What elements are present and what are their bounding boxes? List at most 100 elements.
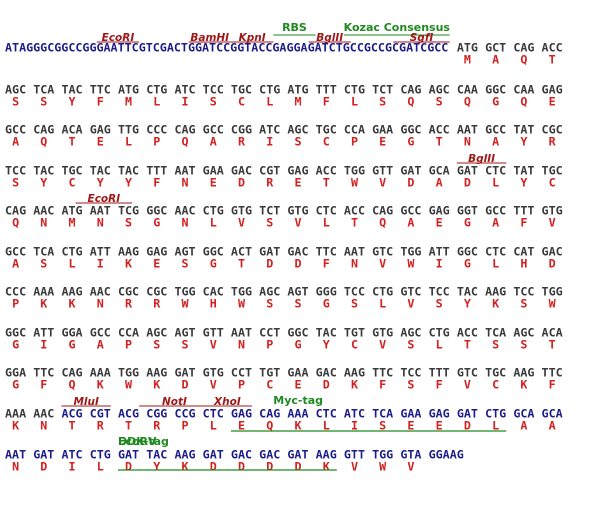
codon: CTC	[316, 407, 337, 421]
codon: ACG	[61, 407, 82, 421]
amino-acid: V	[407, 460, 414, 474]
amino-acid: S	[210, 95, 217, 109]
codon: AAT	[231, 326, 252, 340]
codon: ACC	[542, 41, 563, 55]
amino-acid: Y	[520, 135, 527, 149]
codon: CTC	[485, 164, 506, 178]
amino-acid: F	[40, 378, 47, 392]
codon: GCC	[400, 204, 421, 218]
amino-acid: N	[464, 135, 471, 149]
amino-acid: I	[97, 257, 104, 271]
amino-acid: S	[492, 338, 499, 352]
amino-acid: Y	[153, 460, 160, 474]
amino-acid: V	[210, 338, 217, 352]
codon: ATT	[429, 245, 450, 259]
codon: ATG	[118, 83, 139, 97]
codon: CTG	[90, 448, 111, 462]
amino-acid: K	[125, 257, 132, 271]
codon: CCG	[174, 407, 195, 421]
codon: AAC	[174, 204, 195, 218]
codon: AAG	[174, 448, 195, 462]
codon: CTG	[429, 326, 450, 340]
amino-acid: G	[294, 338, 301, 352]
codon: CAG	[5, 204, 26, 218]
codon: AAC	[33, 204, 54, 218]
codon: GGG	[316, 285, 337, 299]
amino-acid: T	[351, 216, 358, 230]
amino-acid: P	[351, 135, 358, 149]
amino-acid: E	[238, 419, 245, 433]
amino-acid: H	[520, 257, 527, 271]
amino-acid: A	[97, 338, 104, 352]
amino-acid: K	[40, 297, 47, 311]
amino-acid: E	[549, 95, 556, 109]
codon: CTC	[485, 245, 506, 259]
amino-acid: L	[351, 95, 358, 109]
amino-acid: P	[266, 338, 273, 352]
amino-acid: Q	[40, 135, 47, 149]
amino-acid: S	[40, 95, 47, 109]
codon: GAT	[33, 448, 54, 462]
amino-acid: L	[323, 419, 330, 433]
codon: GGA	[5, 366, 26, 380]
amino-acid: I	[436, 257, 443, 271]
feature-label: Kozac Consensus	[344, 21, 451, 34]
codon: GCC	[5, 123, 26, 137]
codon: TTG	[118, 123, 139, 137]
amino-acid: V	[294, 216, 301, 230]
amino-acid: D	[407, 176, 414, 190]
amino-acid: C	[69, 176, 76, 190]
amino-acid: L	[379, 297, 386, 311]
amino-acid: V	[407, 297, 414, 311]
codon: TCC	[513, 285, 534, 299]
codon: TGC	[316, 123, 337, 137]
amino-acid: T	[323, 176, 330, 190]
amino-acid: T	[549, 53, 556, 67]
codon: TGC	[542, 164, 563, 178]
codon: ATG	[61, 204, 82, 218]
amino-acid: M	[125, 95, 132, 109]
codon: ATG	[457, 41, 478, 55]
codon: TCC	[203, 83, 224, 97]
codon: GAC	[231, 448, 252, 462]
codon: CAT	[513, 245, 534, 259]
codon: GGC	[457, 245, 478, 259]
codon: ATT	[33, 326, 54, 340]
codon: CTG	[203, 204, 224, 218]
codon: GAA	[203, 164, 224, 178]
codon: GTA	[400, 448, 421, 462]
amino-acid: Y	[97, 176, 104, 190]
restriction-site-label: EcoRI	[102, 32, 135, 44]
amino-acid: I	[351, 419, 358, 433]
codon: TCA	[33, 245, 54, 259]
amino-acid: V	[379, 257, 386, 271]
codon: TTC	[542, 366, 563, 380]
codon: GGC	[146, 204, 167, 218]
restriction-site-label: NotI	[162, 396, 187, 408]
amino-acid: L	[210, 216, 217, 230]
amino-acid: R	[238, 135, 246, 149]
amino-acid: G	[464, 257, 471, 271]
codon: CGT	[90, 407, 111, 421]
codon: GCC	[485, 123, 506, 137]
codon: TAC	[90, 164, 111, 178]
codon: ACC	[457, 326, 478, 340]
codon: CGC	[146, 285, 167, 299]
amino-acid: D	[464, 176, 471, 190]
codon: TCC	[344, 285, 365, 299]
amino-acid: F	[520, 216, 527, 230]
amino-acid: Y	[125, 176, 132, 190]
amino-acid: I	[182, 95, 189, 109]
codon: TGG	[542, 285, 563, 299]
amino-acid: S	[351, 297, 358, 311]
codon: TCA	[33, 83, 54, 97]
amino-acid: V	[351, 460, 358, 474]
codon: AGT	[287, 285, 308, 299]
codon: CCC	[5, 285, 26, 299]
codon: TAC	[146, 448, 167, 462]
codon: ACA	[61, 123, 82, 137]
codon: ATG	[287, 83, 308, 97]
amino-acid: Q	[379, 216, 386, 230]
amino-acid: L	[153, 95, 160, 109]
amino-acid: S	[294, 135, 301, 149]
